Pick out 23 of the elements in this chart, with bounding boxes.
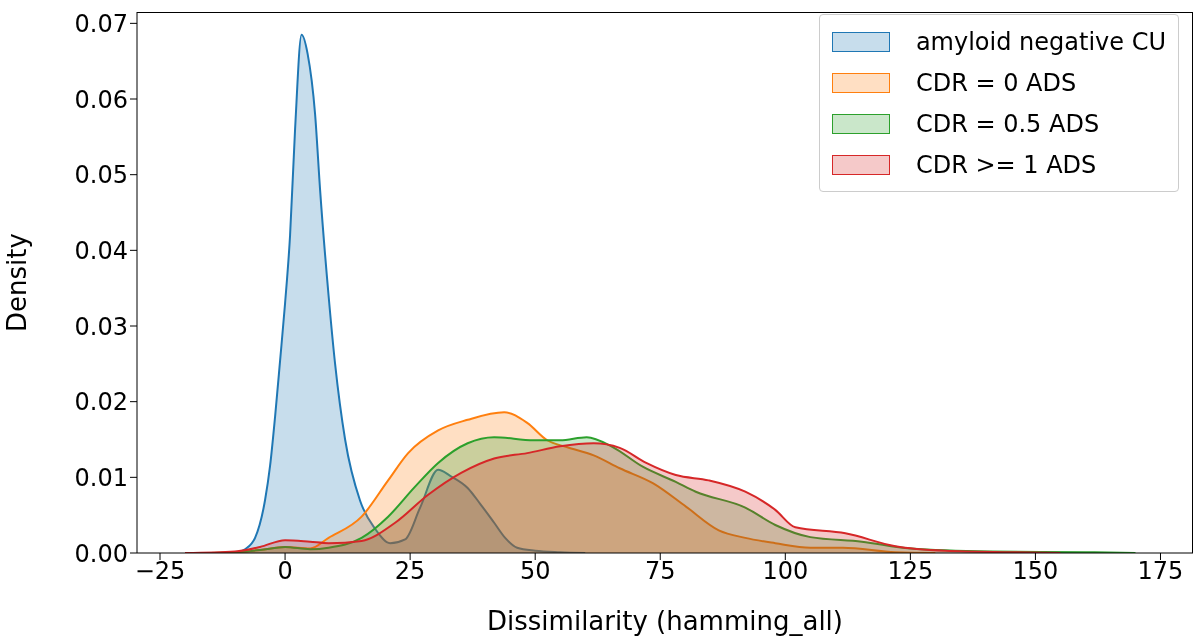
- legend-label: CDR >= 1 ADS: [915, 150, 1097, 179]
- x-tick-label: 100: [762, 557, 809, 586]
- y-tick-label: 0.05: [74, 161, 128, 190]
- x-tick-label: 125: [887, 557, 934, 586]
- y-tick-label: 0.01: [74, 463, 128, 492]
- y-tick-label: 0.04: [74, 236, 128, 265]
- x-axis-title: Dissimilarity (hamming_all): [487, 606, 843, 636]
- y-tick-label: 0.03: [74, 312, 128, 341]
- x-tick-label: 50: [519, 557, 551, 586]
- x-tick-label: −25: [134, 557, 186, 586]
- y-tick-label: 0.02: [74, 388, 128, 417]
- x-tick-label: 175: [1137, 557, 1184, 586]
- legend-label: CDR = 0.5 ADS: [915, 109, 1100, 138]
- y-tick-label: 0.06: [74, 85, 128, 114]
- x-tick-label: 150: [1012, 557, 1059, 586]
- legend-label: amyloid negative CU: [915, 27, 1166, 56]
- x-tick-label: 0: [277, 557, 293, 586]
- legend-label: CDR = 0 ADS: [915, 68, 1077, 97]
- y-axis-title: Density: [2, 233, 33, 332]
- x-tick-label: 25: [394, 557, 426, 586]
- x-tick-label: 75: [644, 557, 676, 586]
- y-tick-label: 0.00: [74, 539, 128, 568]
- y-tick-label: 0.07: [74, 9, 128, 38]
